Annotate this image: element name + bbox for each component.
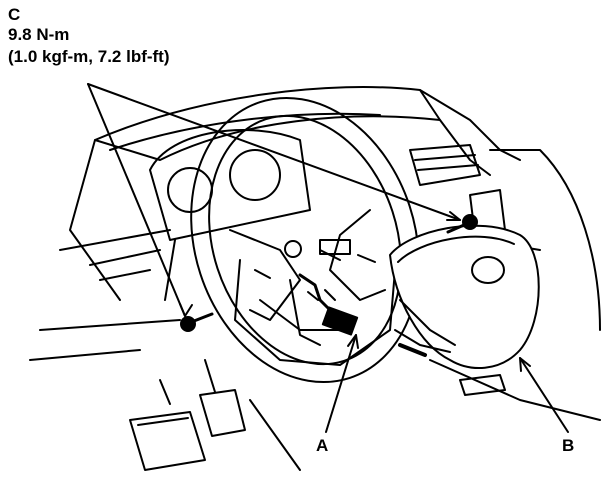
leader-lines-c <box>87 83 461 317</box>
floor <box>29 319 301 471</box>
callout-a-letter: A <box>316 436 329 455</box>
leader-line-a <box>325 334 359 433</box>
callout-b-letter: B <box>562 436 575 455</box>
steering-wheel <box>190 96 420 384</box>
bolt-c-right <box>446 214 478 234</box>
callout-c-torque-alt: (1.0 kgf-m, 7.2 lbf-ft) <box>8 47 170 66</box>
dashboard <box>59 86 521 301</box>
steering-column <box>234 259 396 366</box>
callout-c-torque-nm: 9.8 N-m <box>8 25 70 44</box>
bolt-c-left <box>180 312 214 332</box>
callout-c-letter: C <box>8 5 21 24</box>
hub-wiring <box>298 273 336 312</box>
pedals <box>129 359 246 471</box>
instrument-cluster <box>149 129 311 301</box>
connector-a <box>321 306 359 336</box>
leader-line-b <box>519 357 569 433</box>
airbag-module-b <box>389 224 540 369</box>
